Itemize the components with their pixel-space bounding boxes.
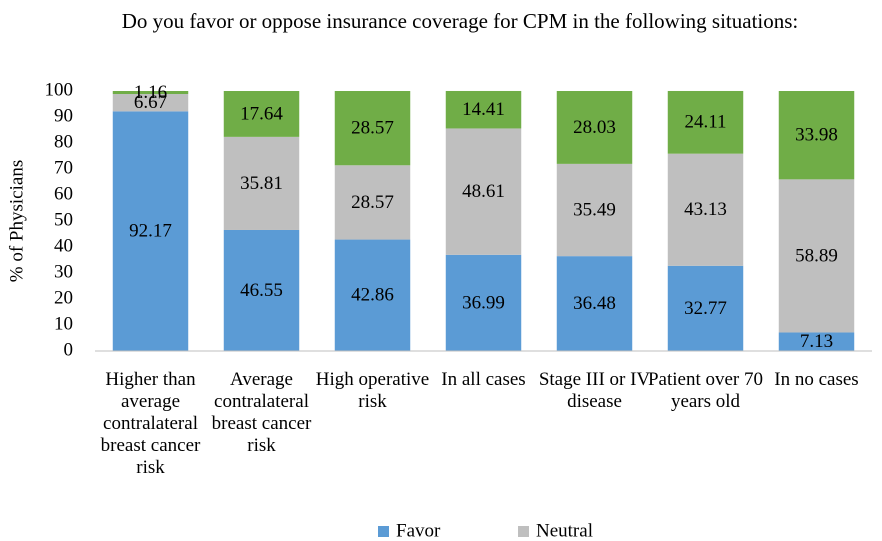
x-tick-label: Average contralateral breast cancer risk: [211, 369, 312, 456]
y-tick-label: 30: [54, 261, 73, 282]
bar-segment: [667, 265, 744, 351]
y-tick-label: 20: [54, 287, 73, 308]
bar-segment: [778, 332, 855, 351]
x-tick-label: High operative risk: [315, 369, 430, 412]
legend-swatch: [518, 526, 529, 537]
bar-segment: [223, 229, 300, 351]
y-tick-label: 80: [54, 131, 73, 152]
data-label: 58.89: [795, 245, 838, 266]
data-label: 32.77: [684, 298, 727, 319]
bar-segment: [556, 256, 633, 351]
y-tick-label: 10: [54, 313, 73, 334]
y-tick-label: 0: [64, 339, 74, 360]
x-tick-label: In no cases: [774, 369, 859, 390]
data-label: 35.49: [573, 199, 616, 220]
y-tick-label: 70: [54, 157, 73, 178]
bar-segment: [778, 91, 855, 180]
data-label: 33.98: [795, 125, 838, 146]
bar-segment: [334, 91, 411, 166]
bar-segment: [112, 94, 189, 112]
x-tick-label: Higher than average contralateral breast…: [100, 369, 201, 478]
data-label: 24.11: [684, 112, 726, 133]
data-label: 17.64: [240, 103, 283, 124]
data-label: 1.16: [134, 82, 167, 103]
bar-segment: [223, 91, 300, 137]
data-label: 28.03: [573, 117, 616, 138]
y-tick-label: 90: [54, 105, 73, 126]
y-axis-title: % of Physicians: [6, 160, 27, 282]
chart-title: Do you favor or oppose insurance coverag…: [121, 9, 799, 33]
y-tick-label: 40: [54, 235, 73, 256]
bar-segment: [556, 91, 633, 164]
data-label: 6.67: [134, 92, 167, 113]
legend-label: Favor: [396, 520, 441, 541]
legend-label: Neutral: [536, 520, 593, 541]
bar-segment: [334, 165, 411, 240]
bar-segment: [667, 90, 744, 154]
data-label: 92.17: [129, 221, 172, 242]
data-label: 35.81: [240, 173, 283, 194]
bar-segment: [445, 254, 522, 351]
bar-segment: [223, 136, 300, 230]
data-label: 7.13: [800, 331, 833, 352]
data-label: 28.57: [351, 192, 394, 213]
x-tick-label: Patient over 70 years old: [647, 369, 764, 412]
bar-segment: [778, 179, 855, 333]
y-tick-label: 50: [54, 209, 73, 230]
bar-segment: [445, 128, 522, 255]
y-tick-label: 100: [45, 79, 74, 100]
bar-segment: [334, 239, 411, 351]
data-label: 14.41: [462, 99, 505, 120]
data-label: 28.57: [351, 118, 394, 139]
bar-segment: [556, 163, 633, 257]
data-label: 43.13: [684, 199, 727, 220]
legend-swatch: [378, 526, 389, 537]
data-label: 36.48: [573, 293, 616, 314]
bar-segment: [112, 111, 189, 351]
data-label: 48.61: [462, 181, 505, 202]
data-label: 42.86: [351, 285, 394, 306]
y-tick-label: 60: [54, 183, 73, 204]
bar-segment: [445, 90, 522, 129]
data-label: 46.55: [240, 280, 283, 301]
bar-segment: [667, 153, 744, 266]
x-tick-label: In all cases: [441, 369, 526, 390]
x-tick-label: Stage III or IV disease: [538, 369, 651, 412]
bar-segment: [112, 91, 189, 95]
data-label: 36.99: [462, 292, 505, 313]
